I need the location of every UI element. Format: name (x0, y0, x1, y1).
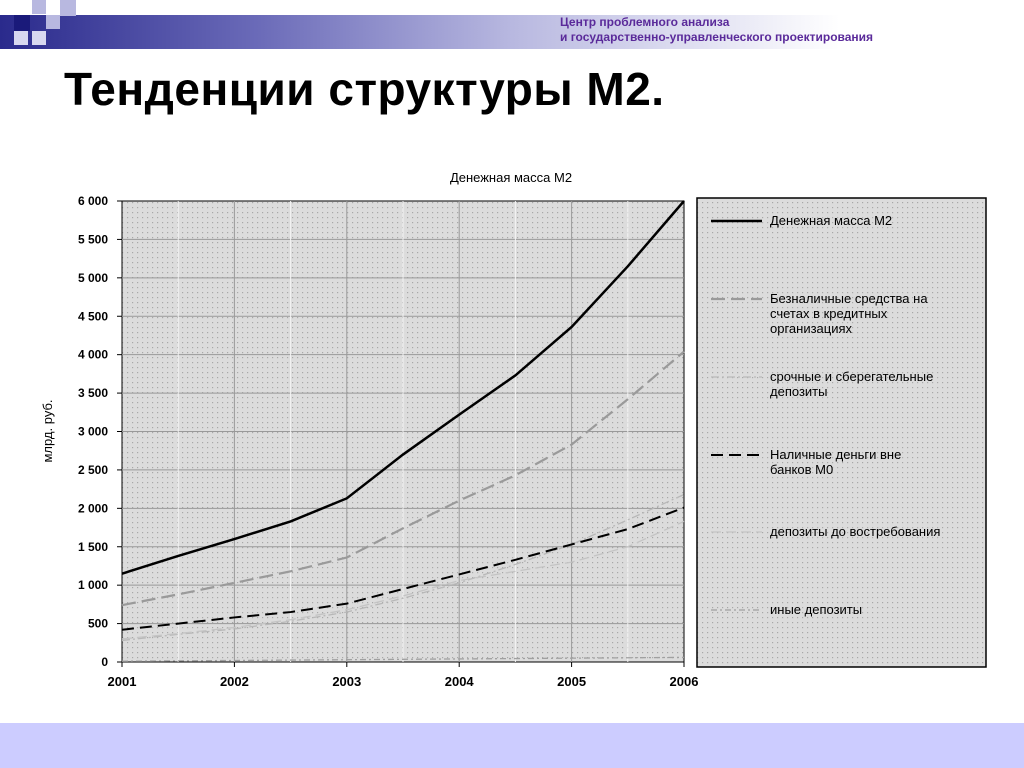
x-tick-label: 2003 (332, 674, 361, 689)
series-line (121, 200, 685, 575)
y-tick-label: 3 500 (78, 386, 108, 400)
y-tick-label: 5 000 (78, 271, 108, 285)
legend-label: Безналичные средства на счетах в кредитны… (770, 291, 928, 336)
legend-label: Наличные деньги вне банков М0 (770, 447, 901, 477)
legend-label: срочные и сберегательные депозиты (770, 369, 933, 399)
series-line (121, 350, 685, 607)
x-tick-label: 2006 (670, 674, 699, 689)
decor-square (60, 0, 76, 16)
x-tick-label: 2005 (557, 674, 586, 689)
legend-box (696, 197, 987, 668)
y-tick-label: 1 000 (78, 578, 108, 592)
footer-band (0, 723, 1024, 768)
series-line (121, 506, 685, 631)
organization-name: Центр проблемного анализа и государствен… (560, 15, 873, 45)
y-tick-label: 0 (101, 655, 108, 669)
legend-label: иные депозиты (770, 602, 862, 617)
y-tick-label: 4 000 (78, 348, 108, 362)
y-tick-label: 5 500 (78, 232, 108, 246)
x-tick-label: 2001 (108, 674, 137, 689)
y-tick-label: 2 000 (78, 501, 108, 515)
slide-title: Тенденции структуры М2. (64, 63, 665, 115)
series-line (121, 656, 685, 662)
decor-square (32, 31, 46, 45)
y-tick-label: 500 (88, 617, 108, 631)
x-tick-label: 2002 (220, 674, 249, 689)
y-tick-label: 2 500 (78, 463, 108, 477)
legend-label: депозиты до востребования (770, 524, 940, 539)
header-band (0, 15, 1024, 49)
org-line-1: Центр проблемного анализа (560, 15, 730, 29)
y-tick-label: 6 000 (78, 194, 108, 208)
x-tick-label: 2004 (445, 674, 475, 689)
decor-square (14, 31, 28, 45)
decor-square (46, 15, 60, 29)
chart-title: Денежная масса М2 (450, 170, 572, 185)
legend-label: Денежная масса М2 (770, 213, 892, 228)
series-line (121, 520, 685, 640)
y-tick-label: 4 500 (78, 309, 108, 323)
y-tick-label: 1 500 (78, 540, 108, 554)
decor-square (32, 0, 46, 14)
org-line-2: и государственно-управленческого проекти… (560, 30, 874, 44)
y-tick-label: 3 000 (78, 425, 108, 439)
decor-square (14, 15, 30, 31)
y-axis-label: млрд. руб. (40, 399, 55, 462)
series-line (121, 493, 685, 642)
